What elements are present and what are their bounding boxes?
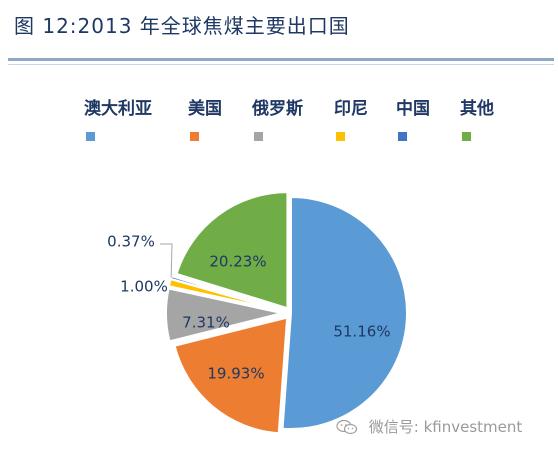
pie-slice-0 <box>281 195 408 430</box>
slice-data-label: 0.37% <box>107 233 155 251</box>
slice-data-label: 20.23% <box>209 253 266 271</box>
chart-title: 图 12:2013 年全球焦煤主要出口国 <box>14 14 350 38</box>
legend-label: 中国 <box>396 99 430 119</box>
legend-label: 澳大利亚 <box>84 99 152 119</box>
legend-swatch <box>190 132 199 141</box>
slice-data-label: 19.93% <box>207 365 264 383</box>
chart-legend: 澳大利亚 美国 俄罗斯 印尼 中国 其他 <box>84 94 504 154</box>
title-divider-thin <box>8 64 554 65</box>
pie-slice-2 <box>165 287 283 343</box>
title-divider <box>8 58 554 61</box>
slice-data-label: 7.31% <box>182 314 230 332</box>
legend-label: 美国 <box>188 99 222 119</box>
watermark-text: 微信号: kfinvestment <box>368 418 523 436</box>
slice-data-label: 51.16% <box>333 323 390 341</box>
leader-line <box>160 243 173 278</box>
legend-swatch <box>336 132 345 141</box>
pie-slice-5 <box>175 191 289 310</box>
legend-swatch <box>398 132 407 141</box>
wechat-icon <box>336 419 358 435</box>
legend-swatch <box>462 132 471 141</box>
legend-swatch <box>254 132 263 141</box>
pie-slice-1 <box>173 316 289 435</box>
legend-swatch <box>86 132 95 141</box>
legend-label: 俄罗斯 <box>252 99 303 119</box>
watermark: 微信号: kfinvestment <box>336 416 522 437</box>
legend-label: 印尼 <box>334 99 368 119</box>
legend-label: 其他 <box>460 99 494 119</box>
slice-data-label: 1.00% <box>120 278 168 296</box>
